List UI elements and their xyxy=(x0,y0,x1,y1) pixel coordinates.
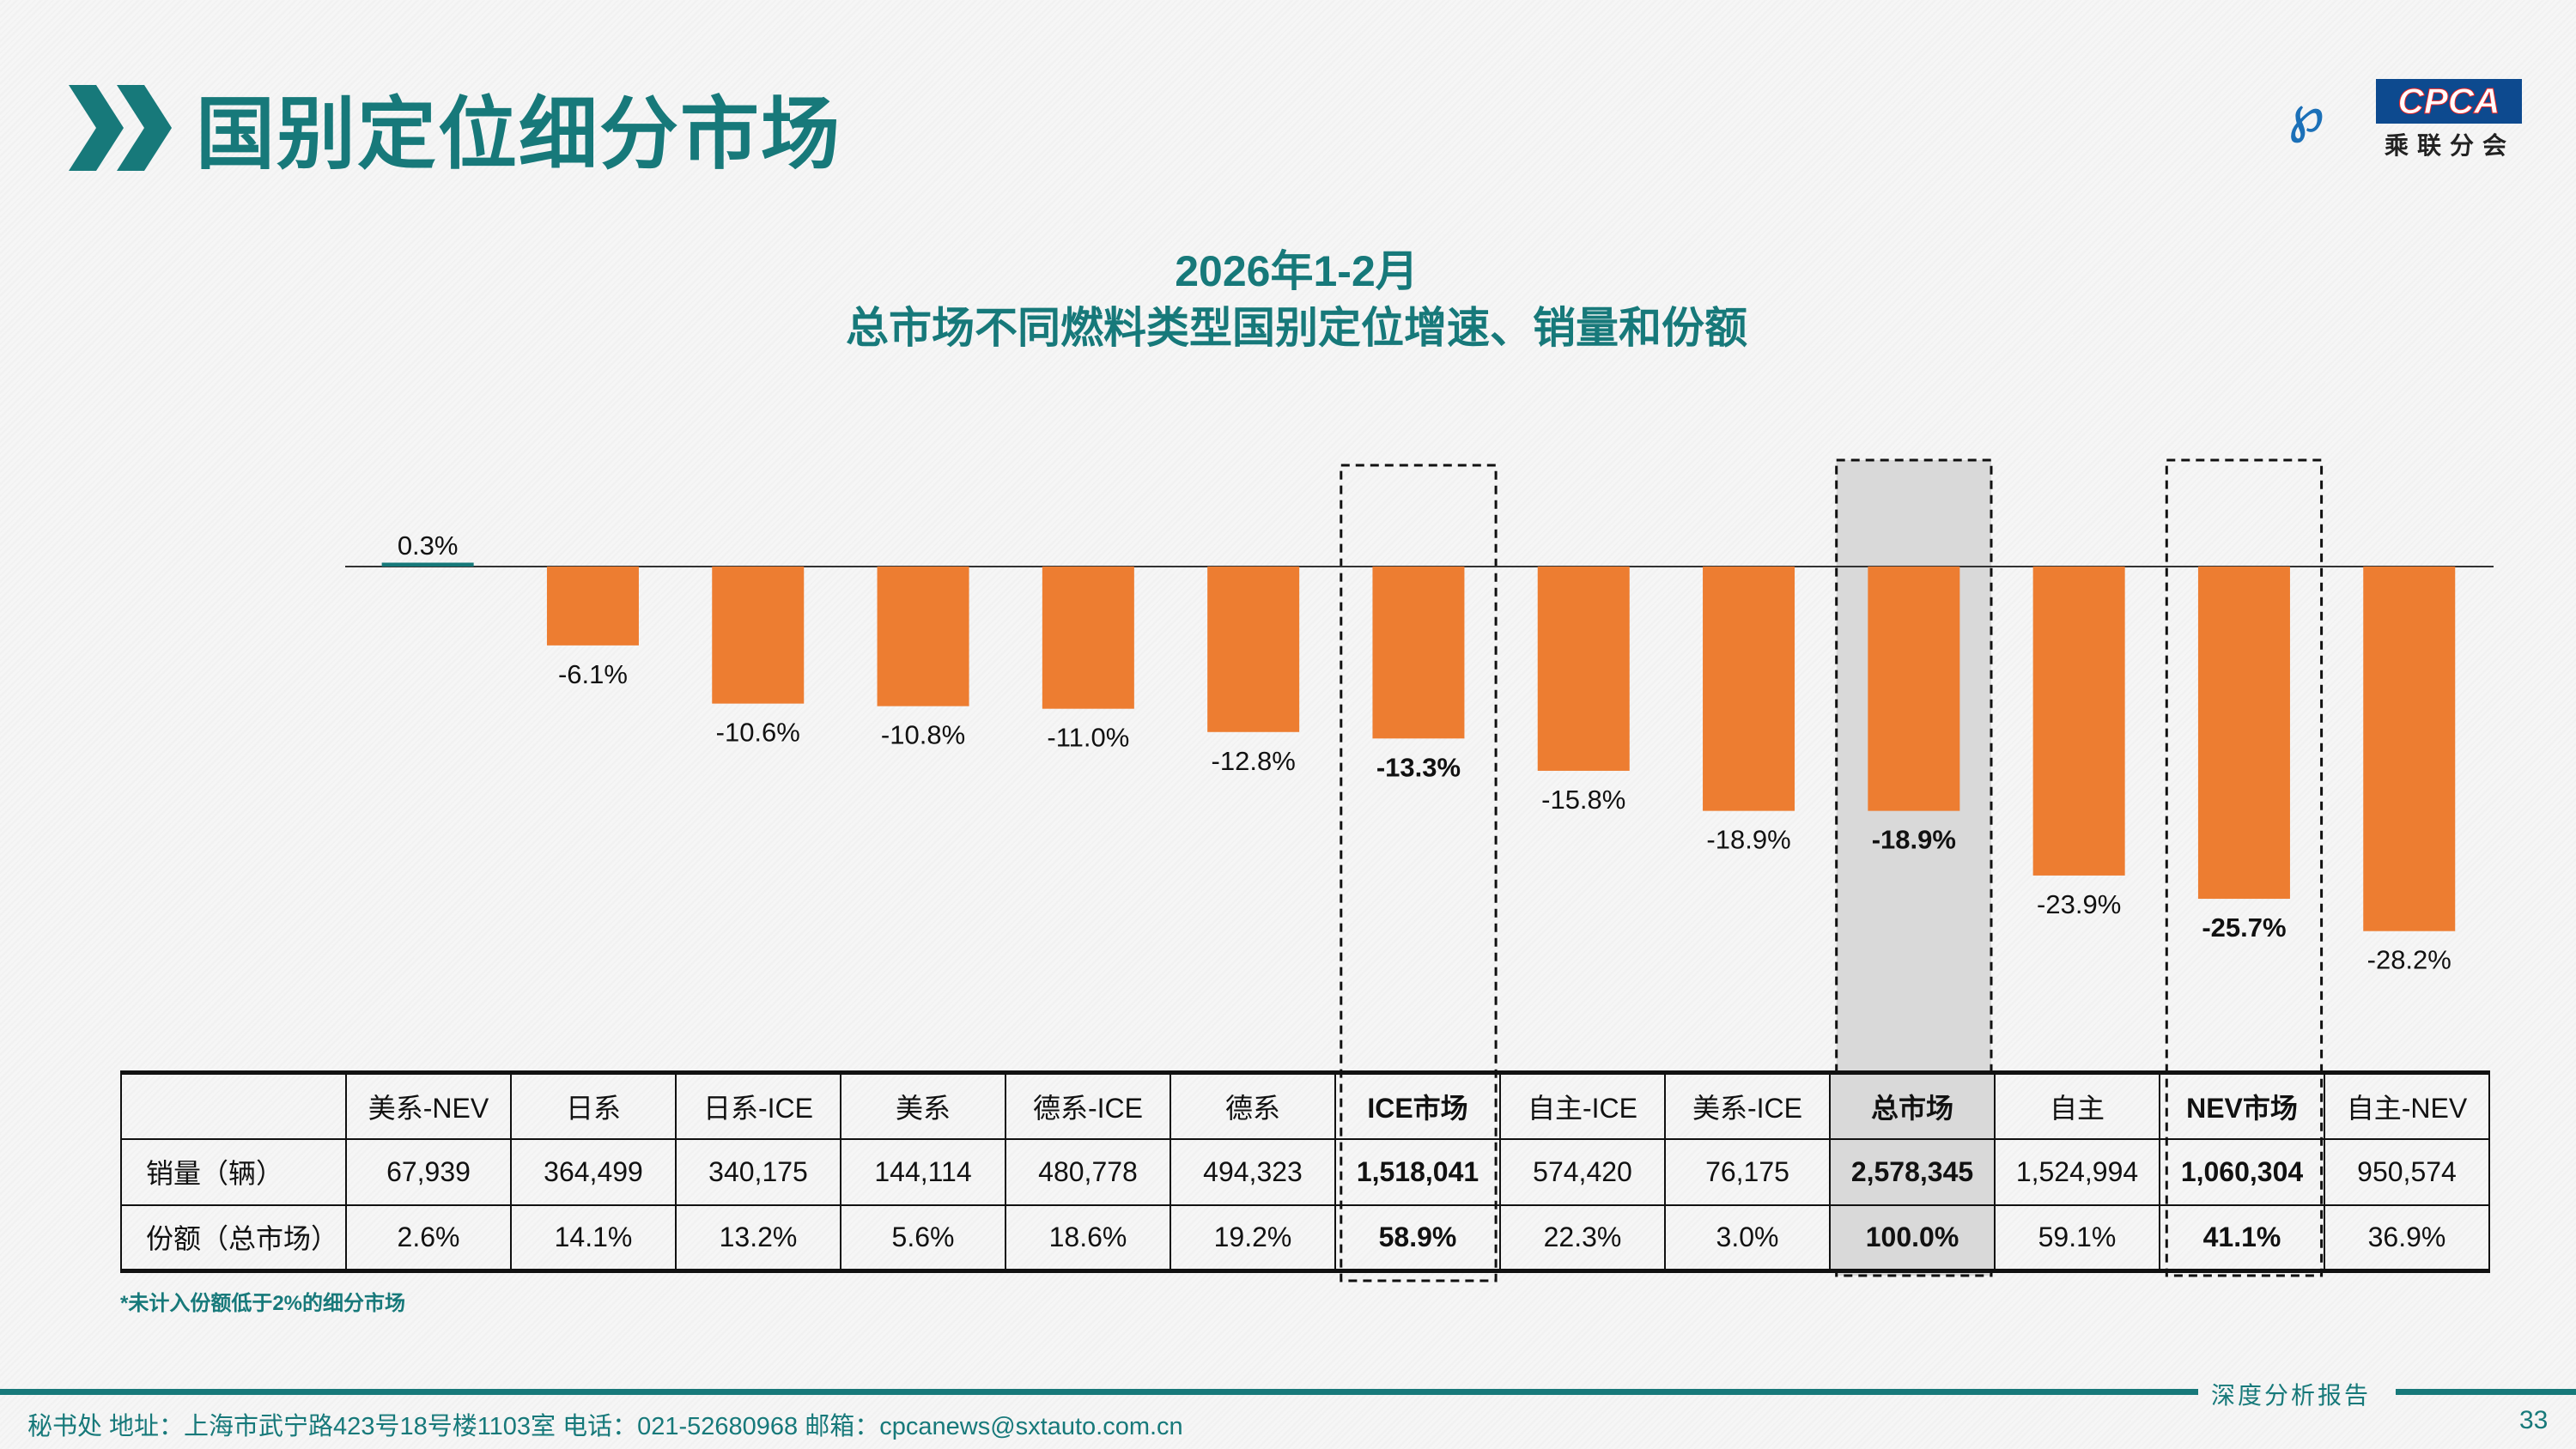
highlight-box xyxy=(1340,464,1498,1282)
footer-divider xyxy=(0,1389,2198,1395)
logo-subtext: 乘联分会 xyxy=(2385,132,2516,159)
row-label: 销量（辆） xyxy=(120,1137,347,1206)
sales-cell: 950,574 xyxy=(2324,1137,2490,1206)
sales-cell: 340,175 xyxy=(675,1137,841,1206)
share-cell: 14.1% xyxy=(510,1203,677,1273)
share-cell: 18.6% xyxy=(1005,1203,1171,1273)
table-header-cell: 美系-NEV xyxy=(345,1070,512,1140)
data-label: 0.3% xyxy=(398,530,459,561)
share-cell: 59.1% xyxy=(1994,1203,2160,1273)
bar xyxy=(1703,567,1795,811)
table-header-row: 美系-NEV 日系 日系-ICE 美系 德系-ICE 德系 ICE市场 自主-ICE 美系-IC… xyxy=(120,1070,2490,1140)
data-label: -13.3% xyxy=(1376,752,1461,782)
cpca-logo: ℘ CPCA 乘联分会 xyxy=(2288,79,2524,159)
sales-cell: 1,060,304 xyxy=(2159,1137,2325,1206)
sales-cell: 494,323 xyxy=(1170,1137,1336,1206)
data-label: -25.7% xyxy=(2202,912,2286,943)
table-header-cell: 日系 xyxy=(510,1070,677,1140)
bar xyxy=(2363,567,2456,931)
sales-cell: 574,420 xyxy=(1499,1137,1666,1206)
share-cell: 5.6% xyxy=(840,1203,1006,1273)
data-table: 美系-NEV 日系 日系-ICE 美系 德系-ICE 德系 ICE市场 自主-ICE 美系-IC… xyxy=(120,1070,2490,1273)
share-cell: 41.1% xyxy=(2159,1203,2325,1273)
bar xyxy=(381,562,474,567)
double-chevron-icon xyxy=(69,84,172,171)
data-label: -11.0% xyxy=(1047,723,1129,753)
bar xyxy=(712,567,805,704)
bar xyxy=(2197,567,2290,900)
table-header-cell: 美系-ICE xyxy=(1664,1070,1831,1140)
logo-text: CPCA xyxy=(2376,79,2522,124)
table-header-cell: 自主-ICE xyxy=(1499,1070,1666,1140)
data-label: -10.8% xyxy=(881,720,965,750)
sales-cell: 1,518,041 xyxy=(1334,1137,1501,1206)
sales-cell: 480,778 xyxy=(1005,1137,1171,1206)
bar xyxy=(1868,567,1960,811)
data-label: -23.9% xyxy=(2037,889,2121,919)
bar xyxy=(1042,567,1134,709)
data-label: -18.9% xyxy=(1706,825,1790,855)
data-label: -15.8% xyxy=(1541,785,1625,815)
share-cell: 2.6% xyxy=(345,1203,512,1273)
share-cell: 3.0% xyxy=(1664,1203,1831,1273)
footer-divider xyxy=(2396,1389,2576,1395)
page-title: 国别定位细分市场 xyxy=(196,91,842,179)
table-header-cell: 美系 xyxy=(840,1070,1006,1140)
data-label: -18.9% xyxy=(1872,825,1956,855)
highlight-box xyxy=(2165,458,2324,1277)
data-label: -10.6% xyxy=(716,718,800,748)
footnote: *未计入份额低于2%的细分市场 xyxy=(120,1292,406,1315)
table-header-cell: 自主 xyxy=(1994,1070,2160,1140)
table-header-cell: 总市场 xyxy=(1829,1070,1996,1140)
table-header-cell: 德系 xyxy=(1170,1070,1336,1140)
table-header-cell: ICE市场 xyxy=(1334,1070,1501,1140)
chart-title: 2026年1-2月 xyxy=(1175,247,1419,295)
footer-address: 秘书处 地址：上海市武宁路423号18号楼1103室 电话：021-526809… xyxy=(27,1413,1183,1440)
data-label: -6.1% xyxy=(558,659,628,689)
share-cell: 36.9% xyxy=(2324,1203,2490,1273)
table-header-cell: 自主-NEV xyxy=(2324,1070,2490,1140)
row-label: 份额（总市场） xyxy=(120,1203,347,1273)
bar xyxy=(546,567,639,646)
sales-cell: 67,939 xyxy=(345,1137,512,1206)
sales-cell: 364,499 xyxy=(510,1137,677,1206)
share-cell: 19.2% xyxy=(1170,1203,1336,1273)
corner-cell xyxy=(120,1070,347,1140)
share-cell: 58.9% xyxy=(1334,1203,1501,1273)
table-row-share: 份额（总市场） 2.6% 14.1% 13.2% 5.6% 18.6% 19.2% 58.9%… xyxy=(120,1203,2490,1273)
bar xyxy=(877,567,969,706)
data-label: -28.2% xyxy=(2367,945,2451,975)
bar xyxy=(1372,567,1465,739)
bar xyxy=(1207,567,1300,732)
table-header-cell: NEV市场 xyxy=(2159,1070,2325,1140)
table-header-cell: 德系-ICE xyxy=(1005,1070,1171,1140)
sales-cell: 2,578,345 xyxy=(1829,1137,1996,1206)
share-cell: 22.3% xyxy=(1499,1203,1666,1273)
sales-cell: 144,114 xyxy=(840,1137,1006,1206)
sales-cell: 1,524,994 xyxy=(1994,1137,2160,1206)
report-tag: 深度分析报告 xyxy=(2211,1381,2372,1410)
table-row-sales: 销量（辆） 67,939 364,499 340,175 144,114 480,778 4… xyxy=(120,1137,2490,1206)
share-cell: 100.0% xyxy=(1829,1203,1996,1273)
chart-subtitle: 总市场不同燃料类型国别定位增速、销量和份额 xyxy=(846,304,1747,352)
sales-cell: 76,175 xyxy=(1664,1137,1831,1206)
bar xyxy=(1537,567,1630,771)
page-number: 33 xyxy=(2519,1406,2549,1434)
table-header-cell: 日系-ICE xyxy=(675,1070,841,1140)
page-header: 国别定位细分市场 xyxy=(69,70,841,185)
data-label: -12.8% xyxy=(1212,746,1296,776)
bar xyxy=(2032,567,2125,876)
share-cell: 13.2% xyxy=(675,1203,841,1273)
cada-logo-icon: ℘ xyxy=(2288,85,2324,142)
